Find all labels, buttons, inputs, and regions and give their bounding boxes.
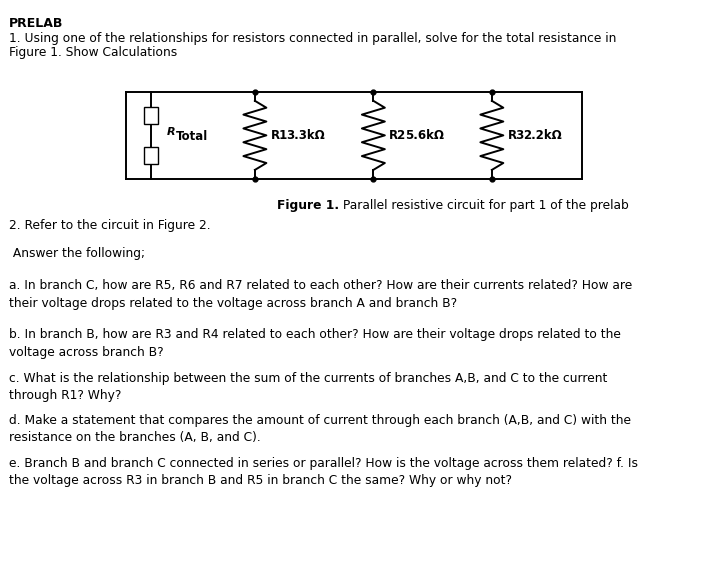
Text: Answer the following;: Answer the following;	[9, 247, 144, 260]
Bar	[144, 107, 158, 124]
Text: c. What is the relationship between the sum of the currents of branches A,B, and: c. What is the relationship between the …	[9, 372, 607, 402]
Text: 3.3kΩ: 3.3kΩ	[286, 129, 325, 142]
Text: R2: R2	[389, 129, 406, 142]
Text: e. Branch B and branch C connected in series or parallel? How is the voltage acr: e. Branch B and branch C connected in se…	[9, 457, 638, 487]
Text: Total: Total	[176, 130, 208, 143]
Text: Figure 1.: Figure 1.	[277, 199, 339, 212]
Text: R3: R3	[508, 129, 525, 142]
Text: 2. Refer to the circuit in Figure 2.: 2. Refer to the circuit in Figure 2.	[9, 219, 210, 232]
Text: Parallel resistive circuit for part 1 of the prelab: Parallel resistive circuit for part 1 of…	[339, 199, 629, 212]
Text: R: R	[167, 127, 175, 137]
Text: b. In branch B, how are R3 and R4 related to each other? How are their voltage d: b. In branch B, how are R3 and R4 relate…	[9, 328, 620, 359]
Text: 2.2kΩ: 2.2kΩ	[523, 129, 562, 142]
Text: R1: R1	[271, 129, 288, 142]
Text: Figure 1. Show Calculations: Figure 1. Show Calculations	[9, 46, 177, 59]
Text: a. In branch C, how are R5, R6 and R7 related to each other? How are their curre: a. In branch C, how are R5, R6 and R7 re…	[9, 279, 632, 310]
Text: PRELAB: PRELAB	[9, 17, 63, 31]
Bar	[144, 147, 158, 164]
Text: 1. Using one of the relationships for resistors connected in parallel, solve for: 1. Using one of the relationships for re…	[9, 32, 616, 45]
Text: d. Make a statement that compares the amount of current through each branch (A,B: d. Make a statement that compares the am…	[9, 414, 630, 444]
Text: 5.6kΩ: 5.6kΩ	[405, 129, 444, 142]
